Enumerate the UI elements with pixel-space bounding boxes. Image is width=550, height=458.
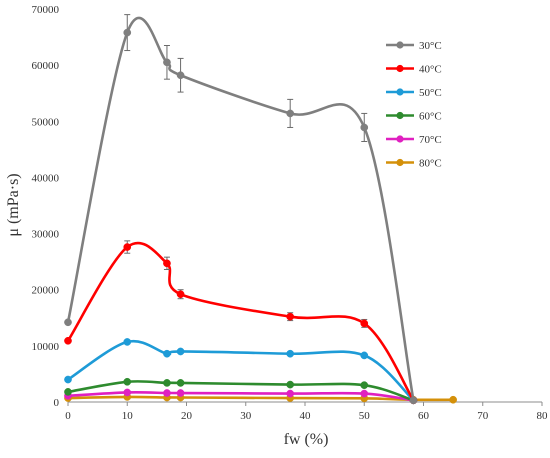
y-tick-label: 30000 [32, 229, 60, 241]
series-40C-group [64, 240, 418, 405]
data-point [123, 388, 132, 397]
legend-label: 70°C [419, 134, 442, 146]
legend-swatch-marker [396, 41, 404, 49]
data-point [123, 243, 132, 251]
x-tick-label: 70 [477, 410, 489, 422]
data-point [176, 379, 185, 387]
data-point [176, 71, 185, 80]
data-point [176, 290, 185, 299]
x-axis-title: fw (%) [284, 431, 329, 448]
legend-swatch-marker [396, 158, 404, 167]
data-point [360, 319, 369, 328]
data-point [64, 318, 72, 327]
x-tick-label: 60 [418, 410, 430, 422]
legend-label: 50°C [419, 87, 442, 99]
y-axis-title: μ (mPa·s) [5, 173, 22, 236]
y-tick-label: 40000 [32, 172, 60, 184]
x-tick-label: 20 [181, 410, 193, 422]
data-point [176, 389, 185, 397]
data-point [123, 28, 132, 37]
data-point [360, 123, 369, 132]
data-point [123, 338, 132, 346]
y-tick-label: 0 [54, 397, 60, 409]
data-point [163, 259, 171, 268]
y-tick-label: 10000 [32, 341, 60, 353]
x-tick-label: 40 [300, 410, 312, 422]
plot-area [64, 14, 457, 405]
data-point [286, 380, 295, 389]
series-70C-group [64, 388, 418, 405]
series-line [66, 16, 415, 402]
data-point [360, 389, 369, 398]
data-point [163, 389, 171, 397]
legend-label: 40°C [419, 64, 442, 76]
legend-swatch-marker [396, 111, 404, 120]
legend-swatch-marker [396, 64, 404, 73]
data-point [64, 375, 72, 384]
x-tick-label: 80 [537, 410, 549, 422]
data-point [64, 388, 72, 396]
data-point [409, 396, 418, 405]
data-point [360, 381, 369, 390]
legend: 30°C 40°C 50°C 60°C 70°C 80°C [386, 40, 442, 170]
data-point [449, 395, 457, 404]
y-tick-label: 50000 [32, 116, 60, 128]
x-tick-label: 30 [240, 410, 252, 422]
legend-label: 60°C [419, 111, 442, 123]
data-point [286, 109, 295, 118]
data-point [163, 58, 171, 67]
data-point [176, 347, 185, 356]
x-tick-label: 10 [122, 410, 134, 422]
data-point [286, 349, 295, 358]
data-point [64, 336, 72, 345]
y-tick-label: 60000 [32, 60, 60, 72]
data-point [123, 377, 132, 386]
data-point [163, 379, 171, 387]
series-30C-group [64, 14, 418, 405]
x-tick-label: 50 [359, 410, 371, 422]
data-point [286, 389, 295, 398]
legend-label: 30°C [419, 40, 442, 52]
data-point [163, 349, 171, 358]
legend-label: 80°C [419, 158, 442, 170]
axes: 0 10 20 30 40 50 60 70 80 0 10000 20000 30000 40000 50… [32, 4, 549, 422]
x-tick-label: 0 [65, 410, 71, 422]
legend-swatch-marker [396, 135, 404, 143]
y-tick-label: 70000 [32, 4, 60, 16]
data-point [286, 312, 295, 321]
data-point [360, 351, 369, 360]
y-tick-label: 20000 [32, 285, 60, 297]
legend-swatch-marker [396, 88, 404, 96]
